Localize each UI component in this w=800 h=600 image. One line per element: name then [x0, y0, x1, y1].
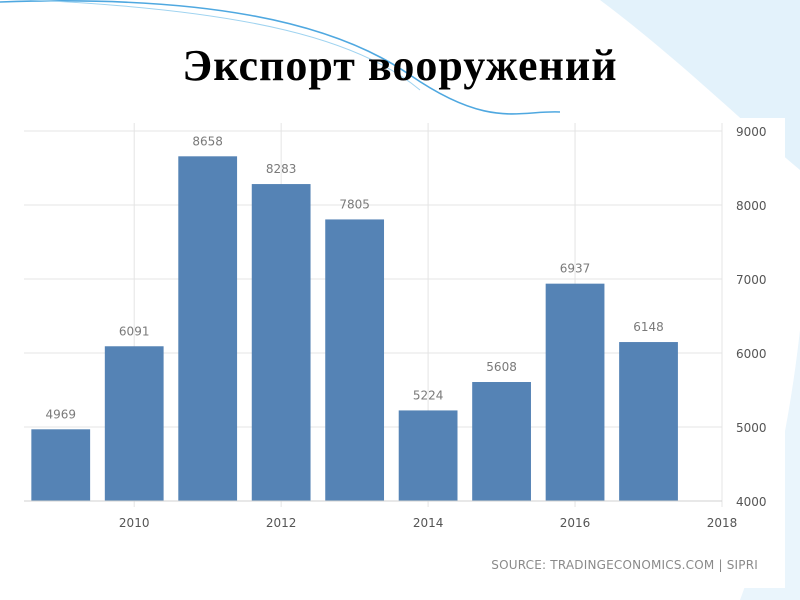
- x-tick-label: 2016: [560, 516, 591, 530]
- bar-2009: [31, 429, 91, 501]
- bar-2013: [325, 219, 385, 501]
- x-tick-label: 2012: [266, 516, 297, 530]
- y-tick-label: 8000: [736, 199, 767, 213]
- data-label-2014: 5224: [413, 388, 444, 402]
- bar-2011: [178, 156, 238, 502]
- data-label-2010: 6091: [119, 324, 150, 338]
- y-tick-label: 5000: [736, 421, 767, 435]
- source-note: SOURCE: TRADINGECONOMICS.COM | SIPRI: [491, 558, 758, 572]
- bar-2015: [472, 382, 531, 501]
- x-tick-label: 2010: [119, 516, 150, 530]
- x-tick-label: 2018: [707, 516, 738, 530]
- y-tick-label: 4000: [736, 495, 767, 509]
- label-layer: 4969 6091 8658 8283 7805 5224 5608 6937 6148: [45, 134, 663, 421]
- data-label-2011: 8658: [192, 134, 223, 148]
- x-tick-label: 2014: [413, 516, 444, 530]
- data-label-2016: 6937: [560, 262, 591, 276]
- bar-2014: [398, 410, 458, 501]
- data-label-2009: 4969: [45, 407, 76, 421]
- bar-layer: [31, 156, 678, 502]
- bar-2017: [619, 342, 678, 501]
- axis-layer: 4000 5000 6000 7000 8000 9000 2010 2012 2014 2016…: [24, 125, 767, 530]
- bar-2016: [545, 283, 605, 501]
- bar-2012: [251, 184, 311, 502]
- decorative-corner: [600, 0, 800, 170]
- data-label-2012: 8283: [266, 162, 297, 176]
- data-label-2013: 7805: [339, 197, 370, 211]
- y-tick-label: 6000: [736, 347, 767, 361]
- decorative-curve: [0, 0, 561, 115]
- data-label-2017: 6148: [633, 320, 664, 334]
- data-label-2015: 5608: [486, 360, 517, 374]
- y-tick-label: 9000: [736, 125, 767, 139]
- slide-title: Экспорт вооружений: [182, 41, 618, 90]
- y-tick-label: 7000: [736, 273, 767, 287]
- bar-2010: [104, 346, 164, 501]
- decorative-curve-light: [29, 0, 421, 91]
